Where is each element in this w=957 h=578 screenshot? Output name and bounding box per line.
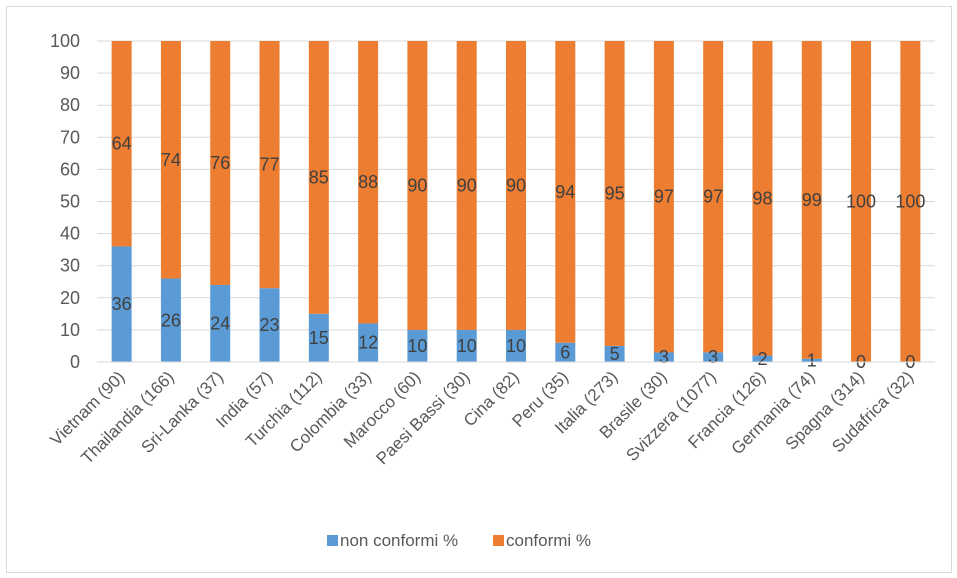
bar-conformi (259, 41, 280, 289)
bar-conformi (752, 41, 773, 356)
y-tick-label: 40 (60, 224, 80, 244)
data-label-conformi: 100 (846, 192, 876, 212)
y-tick-label: 70 (60, 127, 80, 147)
y-tick-label: 50 (60, 192, 80, 212)
legend-label: conformi % (506, 531, 591, 550)
y-tick-label: 0 (70, 352, 80, 372)
data-label-non-conformi: 5 (610, 344, 620, 364)
data-label-conformi: 64 (112, 134, 132, 154)
data-label-conformi: 88 (358, 172, 378, 192)
bar-conformi (653, 41, 674, 353)
bar-conformi (555, 41, 576, 343)
bar-non-conformi (407, 329, 428, 362)
legend-swatch (493, 535, 504, 546)
bar-non-conformi (259, 288, 280, 362)
data-label-conformi: 99 (802, 190, 822, 210)
data-label-non-conformi: 1 (807, 350, 817, 370)
bar-non-conformi (308, 313, 329, 362)
bar-conformi (801, 41, 822, 359)
bar-conformi (703, 41, 724, 353)
data-label-conformi: 95 (605, 183, 625, 203)
y-tick-label: 60 (60, 159, 80, 179)
bar-non-conformi (111, 246, 132, 362)
data-label-conformi: 90 (506, 175, 526, 195)
bar-conformi (851, 41, 872, 362)
data-label-non-conformi: 3 (659, 347, 669, 367)
data-label-non-conformi: 10 (506, 336, 526, 356)
y-tick-label: 80 (60, 95, 80, 115)
bar-non-conformi (801, 358, 822, 362)
y-tick-label: 30 (60, 256, 80, 276)
y-tick-label: 100 (50, 31, 80, 51)
category-label: Paesi Bassi (30) (373, 367, 474, 468)
data-label-non-conformi: 23 (260, 315, 280, 335)
bar-conformi (900, 41, 921, 362)
bar-conformi (506, 41, 526, 330)
bar-non-conformi (506, 329, 526, 362)
bar-conformi (604, 41, 625, 346)
data-label-conformi: 77 (260, 155, 280, 175)
data-label-conformi: 100 (895, 192, 925, 212)
data-label-conformi: 76 (210, 153, 230, 173)
data-label-non-conformi: 10 (457, 336, 477, 356)
data-label-conformi: 97 (654, 187, 674, 207)
bar-non-conformi (604, 345, 625, 362)
bar-non-conformi (210, 284, 231, 362)
bar-conformi (111, 41, 132, 247)
legend-label: non conformi % (340, 531, 458, 550)
data-label-conformi: 98 (752, 188, 772, 208)
bar-conformi (160, 41, 181, 279)
data-label-non-conformi: 24 (210, 313, 230, 333)
bar-conformi (407, 41, 428, 330)
data-label-non-conformi: 6 (560, 342, 570, 362)
data-label-conformi: 97 (703, 187, 723, 207)
data-label-conformi: 90 (457, 175, 477, 195)
data-label-conformi: 94 (555, 182, 575, 202)
bar-conformi (210, 41, 231, 285)
y-tick-label: 10 (60, 320, 80, 340)
y-tick-label: 90 (60, 63, 80, 83)
bar-non-conformi (555, 342, 576, 362)
bar-non-conformi (456, 329, 477, 362)
data-label-conformi: 90 (407, 175, 427, 195)
data-label-non-conformi: 36 (112, 294, 132, 314)
data-label-non-conformi: 15 (309, 328, 329, 348)
bar-conformi (456, 41, 477, 330)
bar-non-conformi (703, 352, 724, 362)
bar-non-conformi (358, 323, 379, 362)
data-label-non-conformi: 2 (757, 349, 767, 369)
bar-non-conformi (752, 355, 773, 362)
data-label-conformi: 74 (161, 150, 181, 170)
data-label-non-conformi: 12 (358, 333, 378, 353)
data-label-non-conformi: 3 (708, 347, 718, 367)
bar-conformi (308, 41, 329, 314)
category-label: Svizzera (1077) (622, 367, 720, 465)
data-label-non-conformi: 26 (161, 310, 181, 330)
bar-conformi (358, 41, 379, 324)
data-label-conformi: 85 (309, 167, 329, 187)
bar-non-conformi (160, 278, 181, 362)
y-tick-label: 20 (60, 288, 80, 308)
legend-swatch (327, 535, 338, 546)
data-label-non-conformi: 10 (407, 336, 427, 356)
bar-non-conformi (653, 352, 674, 362)
